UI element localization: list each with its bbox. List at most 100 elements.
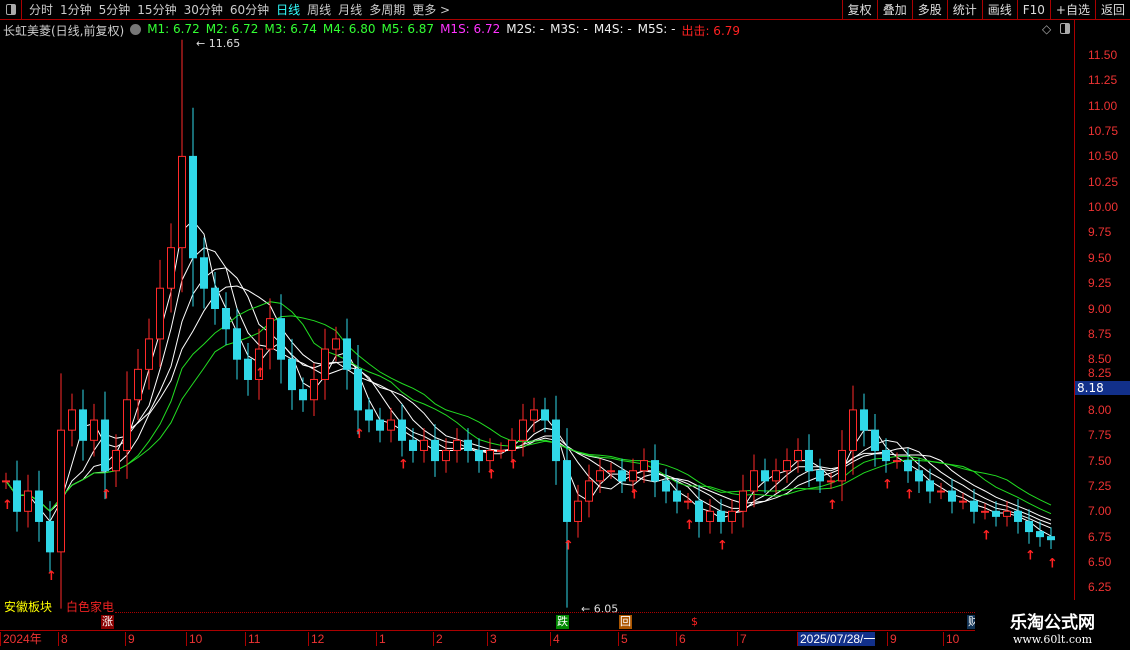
candle-body xyxy=(145,338,153,370)
low-label: ← 6.05 xyxy=(581,603,618,616)
m1: M1: 6.72 xyxy=(147,22,200,36)
date-label: 6 xyxy=(676,632,686,646)
candle-body xyxy=(882,449,890,462)
buy-arrow-icon: ↑ xyxy=(398,457,409,472)
toolbar-button[interactable]: +自选 xyxy=(1049,0,1095,20)
period-tab[interactable]: 5分钟 xyxy=(98,3,131,17)
toolbar-button[interactable]: 返回 xyxy=(1094,0,1130,20)
y-tick-label: 9.25 xyxy=(1088,276,1112,291)
high-label: ← 11.65 xyxy=(196,37,240,50)
y-tick-label: 8.00 xyxy=(1088,402,1112,417)
y-tick-label: 7.25 xyxy=(1088,478,1112,493)
buy-arrow-icon: ↑ xyxy=(629,488,640,503)
y-tick-label: 10.75 xyxy=(1088,124,1119,139)
toolbar-button[interactable]: F10 xyxy=(1016,0,1050,20)
buy-arrow-icon: ↑ xyxy=(563,538,574,553)
price-axis xyxy=(1074,20,1075,628)
candle-body xyxy=(46,520,54,553)
m3s: M3S: - xyxy=(550,22,588,36)
period-tab[interactable]: 周线 xyxy=(307,3,332,17)
sector-label[interactable]: 安徽板块 xyxy=(4,600,53,614)
badge-hui[interactable]: 回 xyxy=(619,615,632,629)
m5s: M5S: - xyxy=(637,22,676,36)
m4s: M4S: - xyxy=(593,22,632,36)
badge-die[interactable]: 跌 xyxy=(556,615,569,629)
period-tab[interactable]: 月线 xyxy=(338,3,363,17)
y-tick-label: 8.50 xyxy=(1088,352,1112,367)
candle-body xyxy=(717,510,725,522)
period-tab[interactable]: 60分钟 xyxy=(229,3,270,17)
candle-body xyxy=(442,449,450,462)
date-label: 4 xyxy=(550,632,560,646)
candle-body xyxy=(310,378,318,401)
buy-arrow-icon: ↑ xyxy=(255,366,266,381)
period-tab[interactable]: 30分钟 xyxy=(183,3,223,17)
candle-body xyxy=(299,389,307,401)
y-tick-label: 11.50 xyxy=(1088,48,1118,62)
buy-arrow-icon: ↑ xyxy=(508,457,519,472)
candle-body xyxy=(750,470,758,492)
date-label: 10 xyxy=(186,632,202,646)
candle-body xyxy=(244,358,252,380)
candle-body xyxy=(728,510,736,522)
buy-arrow-icon: ↑ xyxy=(1047,557,1058,572)
period-tab[interactable]: 分时 xyxy=(29,3,54,17)
candle-body xyxy=(1025,520,1033,533)
y-tick-label: 9.50 xyxy=(1088,250,1112,265)
buy-arrow-icon: ↑ xyxy=(827,498,838,513)
date-label: 1 xyxy=(376,632,386,646)
candle-body xyxy=(574,500,582,522)
period-tab[interactable]: 更多 > xyxy=(412,3,451,17)
date-axis: 2024年 8 9 10 11 12 1 2 3 4 5 6 7 2025/07/28/一 9 10 xyxy=(0,630,975,650)
period-tab[interactable]: 1分钟 xyxy=(60,3,92,17)
date-label: 5 xyxy=(618,632,628,646)
candle-body xyxy=(783,460,791,472)
candle-body xyxy=(266,318,274,350)
dropdown-icon[interactable] xyxy=(130,24,142,35)
candle-body xyxy=(772,470,780,482)
panel-icon[interactable] xyxy=(1060,23,1070,34)
date-label: 2025/07/28/一 xyxy=(797,632,876,646)
chuji: 出击: 6.79 xyxy=(681,24,741,38)
candle-body xyxy=(596,470,604,482)
y-tick-label: 8.25 xyxy=(1088,366,1112,380)
date-label: 8 xyxy=(58,632,68,646)
badge-s[interactable]: $ xyxy=(691,615,698,628)
period-tab[interactable]: 多周期 xyxy=(369,3,406,17)
candle-body xyxy=(959,500,967,503)
toolbar-button[interactable]: 多股 xyxy=(911,0,947,20)
toolbar-button[interactable]: 复权 xyxy=(841,0,877,20)
current-price-tag: 8.18 xyxy=(1075,381,1130,395)
badge-zhang[interactable]: 涨 xyxy=(101,615,114,629)
y-tick-label: 11.00 xyxy=(1088,98,1118,113)
candle-body xyxy=(706,510,714,522)
diamond-icon[interactable]: ◇ xyxy=(1042,22,1052,36)
indicator-bar: 长虹美菱(日线,前复权) M1: 6.72 M2: 6.72 M3: 6.74 … xyxy=(3,22,740,39)
period-tab[interactable]: 15分钟 xyxy=(137,3,177,17)
candle-body xyxy=(827,480,835,483)
candlestick-chart[interactable]: ← 11.65 ← 6.05 ↑ ↑ ↑ ↑ ↑ ↑ ↑ ↑ ↑ ↑ ↑ ↑ ↑ ↑ ↑ ↑ ↑ ↑ xyxy=(0,20,1074,630)
candle-body xyxy=(970,500,978,512)
toolbar-button[interactable]: 画线 xyxy=(981,0,1017,20)
candle-body xyxy=(453,439,461,451)
y-tick-label: 11.25 xyxy=(1088,73,1118,88)
period-tab[interactable]: 日线 xyxy=(276,3,301,17)
candle-body xyxy=(101,419,109,472)
y-tick-label: 10.25 xyxy=(1088,174,1119,189)
y-tick-label: 7.50 xyxy=(1088,453,1112,468)
m1s: M1S: 6.72 xyxy=(440,22,501,36)
candle-body xyxy=(904,460,912,472)
stock-title[interactable]: 长虹美菱(日线,前复权) xyxy=(3,24,125,38)
candle-body xyxy=(68,409,76,431)
candle-body xyxy=(211,287,219,310)
toolbar-button[interactable]: 叠加 xyxy=(876,0,912,20)
toolbar-button[interactable]: 统计 xyxy=(946,0,982,20)
candle-body xyxy=(13,480,21,512)
candle-body xyxy=(860,409,868,431)
candle-body xyxy=(552,419,560,462)
candle-body xyxy=(1003,510,1011,517)
candle-body xyxy=(420,439,428,451)
sidebar-toggle-button[interactable] xyxy=(0,0,22,20)
candle-body xyxy=(673,490,681,502)
industry-label[interactable]: 白色家电 xyxy=(66,600,115,614)
